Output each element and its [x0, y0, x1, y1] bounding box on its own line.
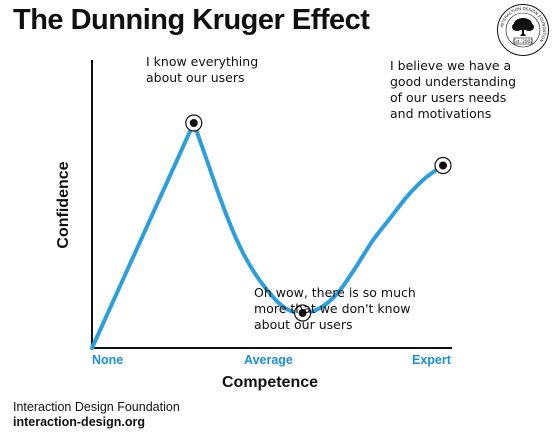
annotation-1-line-1: more that we don't know [254, 301, 411, 316]
logo-est-text: Est. 2002 [513, 39, 533, 44]
annotation-2: I believe we have a good understanding of … [390, 58, 516, 122]
x-tick-label-average: Average [244, 353, 293, 367]
x-tick-label-expert: Expert [412, 353, 451, 367]
annotation-2-line-0: I believe we have a [390, 58, 512, 73]
point-marker-dot-0 [189, 119, 198, 127]
annotation-1: Oh wow, there is so much more that we don… [254, 285, 416, 333]
annotation-0-line-1: about our users [146, 70, 245, 85]
chart-title: The Dunning Kruger Effect [13, 4, 370, 36]
x-axis-label: Competence [221, 374, 319, 391]
point-marker-dot-2 [439, 161, 447, 170]
annotation-2-line-2: of our users needs [390, 90, 507, 105]
annotation-1-line-2: about our users [254, 317, 353, 332]
y-axis-label: Confidence [55, 161, 72, 249]
annotation-0: I know everything about our users [146, 54, 258, 86]
annotation-1-line-0: Oh wow, there is so much [254, 285, 416, 300]
tree-seal-logo-icon: INTERACTION DESIGN FOUNDATION Est. 2002 [497, 4, 549, 56]
footer-url: interaction-design.org [13, 415, 145, 429]
footer-org-name: Interaction Design Foundation [13, 400, 180, 414]
annotation-0-line-0: I know everything [146, 54, 259, 69]
x-tick-label-none: None [92, 353, 124, 367]
annotation-2-line-1: good understanding [390, 74, 517, 89]
annotation-2-line-3: and motivations [390, 106, 492, 121]
point-marker-dot-1 [298, 309, 307, 317]
